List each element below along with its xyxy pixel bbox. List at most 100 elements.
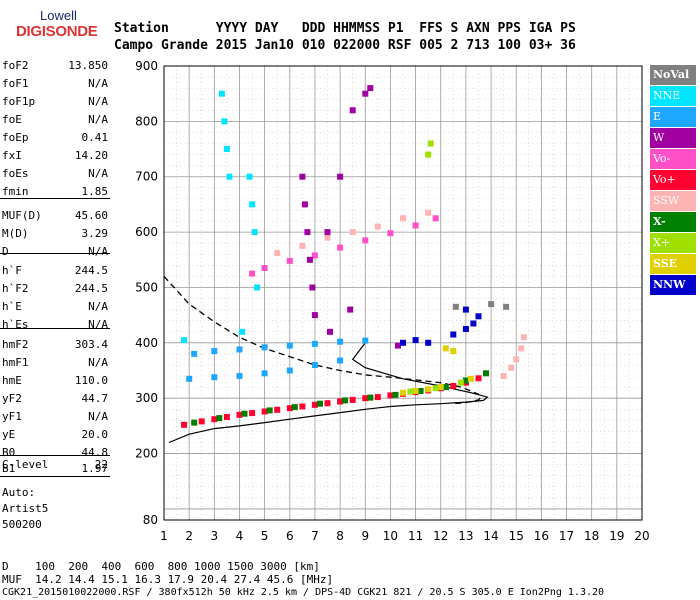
legend-item-noval: NoVal	[650, 65, 696, 85]
y-tick-label: 800	[135, 114, 158, 128]
echo-point-x	[241, 410, 248, 417]
echo-point-x	[407, 388, 414, 395]
echo-point-w	[337, 173, 344, 180]
x-tick-label: 4	[236, 529, 244, 543]
auto-version: 500200	[2, 518, 42, 531]
param-key: foEp	[2, 131, 29, 144]
header-row-labels: Station YYYY DAY DDD HHMMSS P1 FFS S AXN…	[114, 21, 576, 36]
x-tick-label: 2	[185, 529, 193, 543]
echo-point-vo	[249, 270, 256, 277]
echo-point-vo	[223, 414, 230, 420]
legend-item-w: W	[650, 128, 696, 148]
param-key: D	[2, 245, 9, 258]
echo-point-vo	[349, 396, 356, 403]
echo-point-nne	[246, 173, 253, 180]
echo-point-w	[304, 229, 311, 236]
y-tick-label: 700	[135, 170, 158, 184]
x-tick-label: 9	[361, 529, 369, 543]
legend-item-nne: NNE	[650, 86, 696, 106]
param-key: foEs	[2, 167, 29, 180]
param-key: C-level	[2, 458, 49, 471]
x-tick-label: 16	[534, 529, 549, 543]
echo-point-vo	[362, 237, 369, 244]
x-tick-label: 15	[509, 529, 524, 543]
echo-point-nne	[181, 337, 188, 344]
echo-point-w	[311, 312, 318, 319]
param-row: fmin 1.85	[2, 183, 108, 201]
echo-point-e	[337, 357, 344, 364]
echo-point-sse	[467, 375, 474, 382]
param-key: B1	[2, 462, 16, 475]
param-value: N/A	[88, 245, 108, 258]
legend-item-x: X+	[650, 233, 696, 253]
echo-point-e	[236, 346, 243, 353]
echo-point-e	[261, 344, 268, 351]
echo-point-nne	[249, 201, 256, 208]
echo-point-x	[342, 397, 349, 404]
echo-point-nnw	[450, 331, 457, 338]
param-row: h`F 244.5	[2, 262, 108, 280]
echo-point-nnw	[475, 313, 482, 320]
param-value: 44.7	[81, 392, 109, 405]
y-tick-label: 80	[143, 513, 158, 527]
legend-item-e: E	[650, 107, 696, 127]
echo-point-nnw	[470, 320, 477, 327]
ionogram-chart: 1 2 3 4 5 6 7 8 9 10 11 12 13 14 15 16 17 18 19 20802003004…	[135, 59, 650, 543]
echo-point-ssw	[425, 209, 432, 216]
echo-point-e	[286, 342, 293, 349]
param-value: N/A	[88, 77, 108, 90]
echo-point-nne	[239, 328, 245, 335]
echo-point-x	[392, 391, 399, 398]
echo-point-vo	[261, 265, 268, 272]
param-row: h`Es N/A	[2, 316, 108, 334]
model-profile-dashed-line	[163, 275, 482, 405]
echo-point-x	[457, 379, 464, 386]
echo-point-w	[306, 256, 313, 263]
echo-point-ssw	[274, 250, 281, 257]
param-key: yF1	[2, 410, 22, 423]
param-row: foE N/A	[2, 111, 108, 129]
echo-point-sse	[412, 388, 419, 394]
echo-point-noval	[452, 303, 459, 310]
param-row: yF1 N/A	[2, 408, 108, 426]
echo-point-vo	[450, 383, 457, 389]
logo-lowell-text: Lowell	[40, 8, 77, 23]
echo-point-vo	[387, 230, 394, 237]
echo-point-e	[311, 340, 318, 347]
echo-point-vo	[432, 215, 439, 222]
legend-item-nnw: NNW	[650, 275, 696, 295]
param-key: foE	[2, 113, 22, 126]
param-key: yF2	[2, 392, 22, 405]
echo-point-vo	[286, 257, 293, 264]
x-tick-label: 5	[261, 529, 269, 543]
echo-point-w	[395, 342, 401, 349]
x-tick-label: 19	[609, 529, 624, 543]
echo-point-x	[266, 407, 273, 414]
echo-point-vo	[211, 416, 218, 423]
echo-point-ssw	[324, 234, 331, 241]
echo-point-ssw	[349, 229, 356, 236]
x-tick-label: 20	[634, 529, 649, 543]
echo-point-w	[327, 328, 333, 335]
param-key: hmF1	[2, 356, 29, 369]
echo-point-ssw	[508, 364, 515, 371]
param-row: foEp 0.41	[2, 129, 108, 147]
echo-point-x	[462, 377, 469, 384]
param-row: hmF2 303.4	[2, 336, 108, 354]
x-tick-label: 17	[559, 529, 574, 543]
param-key: fmin	[2, 185, 29, 198]
param-row: B1 1.97	[2, 460, 108, 478]
x-tick-label: 13	[458, 529, 473, 543]
param-value: 1.85	[81, 185, 109, 198]
param-row: foF1 N/A	[2, 75, 108, 93]
echo-point-vo	[311, 401, 318, 408]
echo-point-e	[211, 348, 218, 355]
echo-point-vo	[412, 222, 419, 229]
param-value: 0.41	[81, 131, 109, 144]
legend-item-ssw: SSW	[650, 191, 696, 211]
echo-point-w	[362, 90, 369, 97]
x-tick-label: 6	[286, 529, 294, 543]
echo-point-e	[337, 338, 344, 345]
y-tick-label: 600	[135, 225, 158, 239]
x-tick-label: 18	[584, 529, 599, 543]
